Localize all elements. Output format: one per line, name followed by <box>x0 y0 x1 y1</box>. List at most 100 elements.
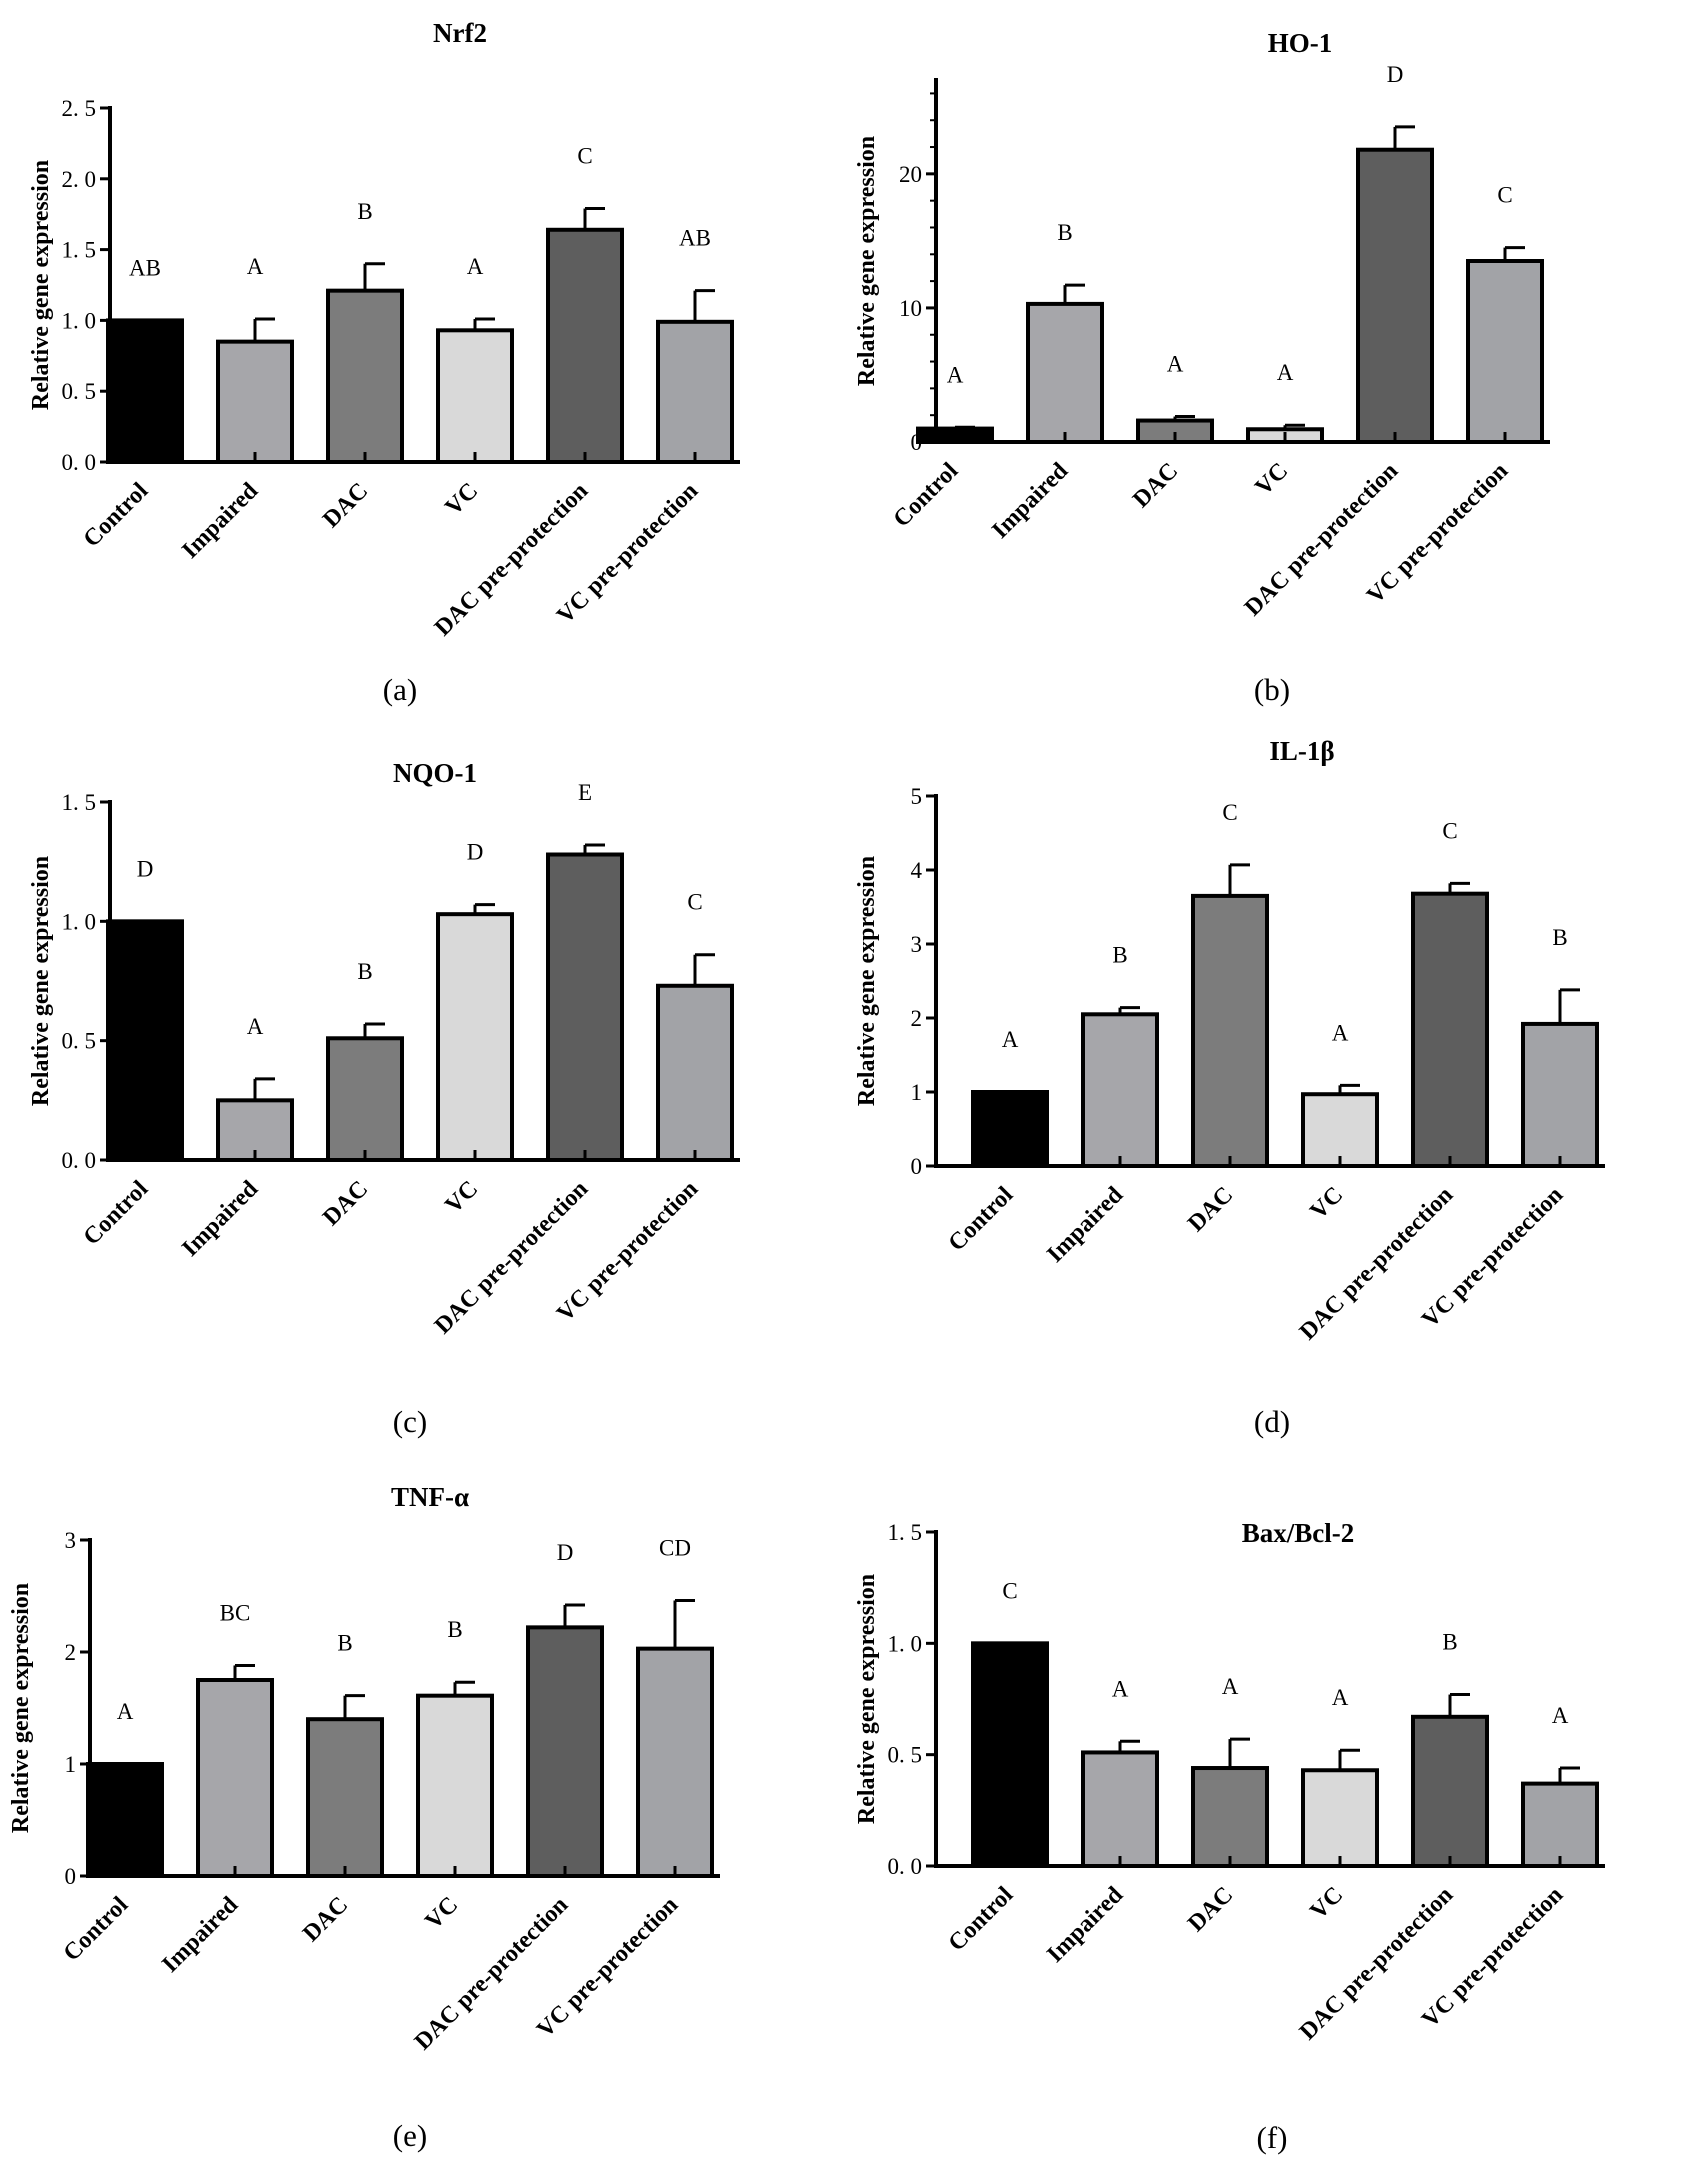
y-tick-label: 0 <box>911 430 923 455</box>
x-tick-label: DAC <box>298 1892 353 1947</box>
panel-label: (f) <box>1257 2120 1288 2155</box>
significance-label: B <box>357 199 372 224</box>
y-tick-label: 0. 5 <box>62 379 97 404</box>
bar <box>971 1090 1049 1168</box>
significance-label: C <box>1002 1578 1017 1603</box>
bar <box>416 1693 494 1878</box>
significance-label: B <box>1057 220 1072 245</box>
chart-tnf-a: TNF-α Relative gene expression A Control BC I… <box>8 1482 720 2153</box>
significance-label: A <box>1112 1676 1129 1701</box>
bar <box>1301 1768 1379 1868</box>
bar <box>546 227 624 464</box>
y-tick-label: 0. 5 <box>888 1743 923 1768</box>
y-tick-label: 2 <box>65 1640 77 1665</box>
y-tick-label: 1. 5 <box>62 790 97 815</box>
bar <box>1191 1766 1269 1869</box>
chart-title: IL-1β <box>1269 736 1334 766</box>
panel-d: IL-1β Relative gene expression A Control B Im… <box>840 720 1681 1460</box>
x-tick-label: Impaired <box>987 457 1073 543</box>
x-tick-label: Control <box>59 1892 134 1967</box>
bar <box>971 1641 1049 1868</box>
bar <box>306 1717 384 1879</box>
x-tick-label: DAC <box>318 478 373 533</box>
y-tick-label: 10 <box>899 296 922 321</box>
significance-label: C <box>577 144 592 169</box>
bar <box>656 983 734 1163</box>
significance-label: A <box>1277 360 1294 385</box>
panel-label: (b) <box>1254 672 1290 707</box>
significance-label: E <box>578 780 592 805</box>
chart-title: Nrf2 <box>433 18 487 48</box>
y-tick-label: 3 <box>911 932 923 957</box>
significance-label: C <box>1222 800 1237 825</box>
panel-c: NQO-1 Relative gene expression D Control A Im… <box>0 720 840 1460</box>
x-tick-label: Impaired <box>157 1891 243 1977</box>
y-tick-label: 1. 0 <box>62 909 97 934</box>
bar <box>106 919 184 1162</box>
x-tick-label: Impaired <box>177 1175 263 1261</box>
chart-bax-bcl-2: Bax/Bcl-2 Relative gene expression C Contro… <box>854 1518 1605 2155</box>
bar <box>1301 1092 1379 1168</box>
significance-label: B <box>447 1617 462 1642</box>
chart-title: HO-1 <box>1268 28 1333 58</box>
significance-label: B <box>1442 1630 1457 1655</box>
significance-label: A <box>1222 1674 1239 1699</box>
y-tick-label: 1. 0 <box>888 1631 923 1656</box>
panel-label: (c) <box>393 1404 427 1439</box>
bar <box>1026 301 1104 445</box>
significance-label: A <box>467 254 484 279</box>
y-axis-label: Relative gene expression <box>28 160 54 410</box>
significance-label: D <box>1387 62 1404 87</box>
x-tick-label: VC <box>440 478 483 521</box>
chart-ho-1: HO-1 Relative gene expression A Control B Imp… <box>854 28 1550 707</box>
significance-label: D <box>137 856 154 881</box>
y-tick-label: 5 <box>911 784 923 809</box>
bar <box>86 1762 164 1878</box>
significance-label: D <box>557 1540 574 1565</box>
y-tick-label: 1. 5 <box>888 1520 923 1545</box>
bar <box>546 852 624 1163</box>
bar <box>1521 1021 1599 1169</box>
significance-label: D <box>467 840 484 865</box>
chart-nqo-1: NQO-1 Relative gene expression D Control A Im… <box>28 758 740 1439</box>
panel-b: HO-1 Relative gene expression A Control B Imp… <box>840 0 1681 720</box>
y-tick-label: 1. 0 <box>62 308 97 333</box>
bar <box>1191 893 1269 1168</box>
significance-label: B <box>1552 925 1567 950</box>
bar <box>326 288 404 464</box>
x-tick-label: Control <box>944 1882 1019 1957</box>
significance-label: CD <box>659 1535 691 1560</box>
x-tick-label: VC <box>1250 458 1293 501</box>
y-tick-label: 1 <box>911 1080 923 1105</box>
bar <box>656 319 734 465</box>
bar <box>196 1678 274 1878</box>
panel-label: (a) <box>383 672 417 707</box>
x-tick-label: VC <box>440 1176 483 1219</box>
y-tick-label: 2 <box>911 1006 923 1031</box>
y-tick-label: 20 <box>899 162 922 187</box>
bar <box>1521 1781 1599 1869</box>
x-tick-label: DAC <box>1183 1182 1238 1237</box>
panel-a: Nrf2 Relative gene expression AB Control A Im… <box>0 0 840 720</box>
x-tick-label: Impaired <box>1042 1181 1128 1267</box>
significance-label: B <box>337 1631 352 1656</box>
y-tick-label: 0 <box>65 1864 77 1889</box>
significance-label: AB <box>679 226 711 251</box>
y-axis-label: Relative gene expression <box>854 1574 880 1824</box>
x-tick-label: VC <box>1305 1882 1348 1925</box>
bar <box>636 1646 714 1878</box>
x-tick-label: Control <box>79 1176 154 1251</box>
y-tick-label: 3 <box>65 1528 77 1553</box>
bar <box>216 339 294 465</box>
significance-label: A <box>1332 1685 1349 1710</box>
x-tick-label: DAC <box>1128 458 1183 513</box>
bar <box>326 1036 404 1162</box>
y-tick-label: 1. 5 <box>62 238 97 263</box>
bar <box>1466 259 1544 444</box>
x-tick-label: VC <box>420 1892 463 1935</box>
y-axis-label: Relative gene expression <box>8 1583 34 1833</box>
y-axis-label: Relative gene expression <box>28 856 54 1106</box>
significance-label: A <box>117 1699 134 1724</box>
y-axis-label: Relative gene expression <box>854 136 880 386</box>
